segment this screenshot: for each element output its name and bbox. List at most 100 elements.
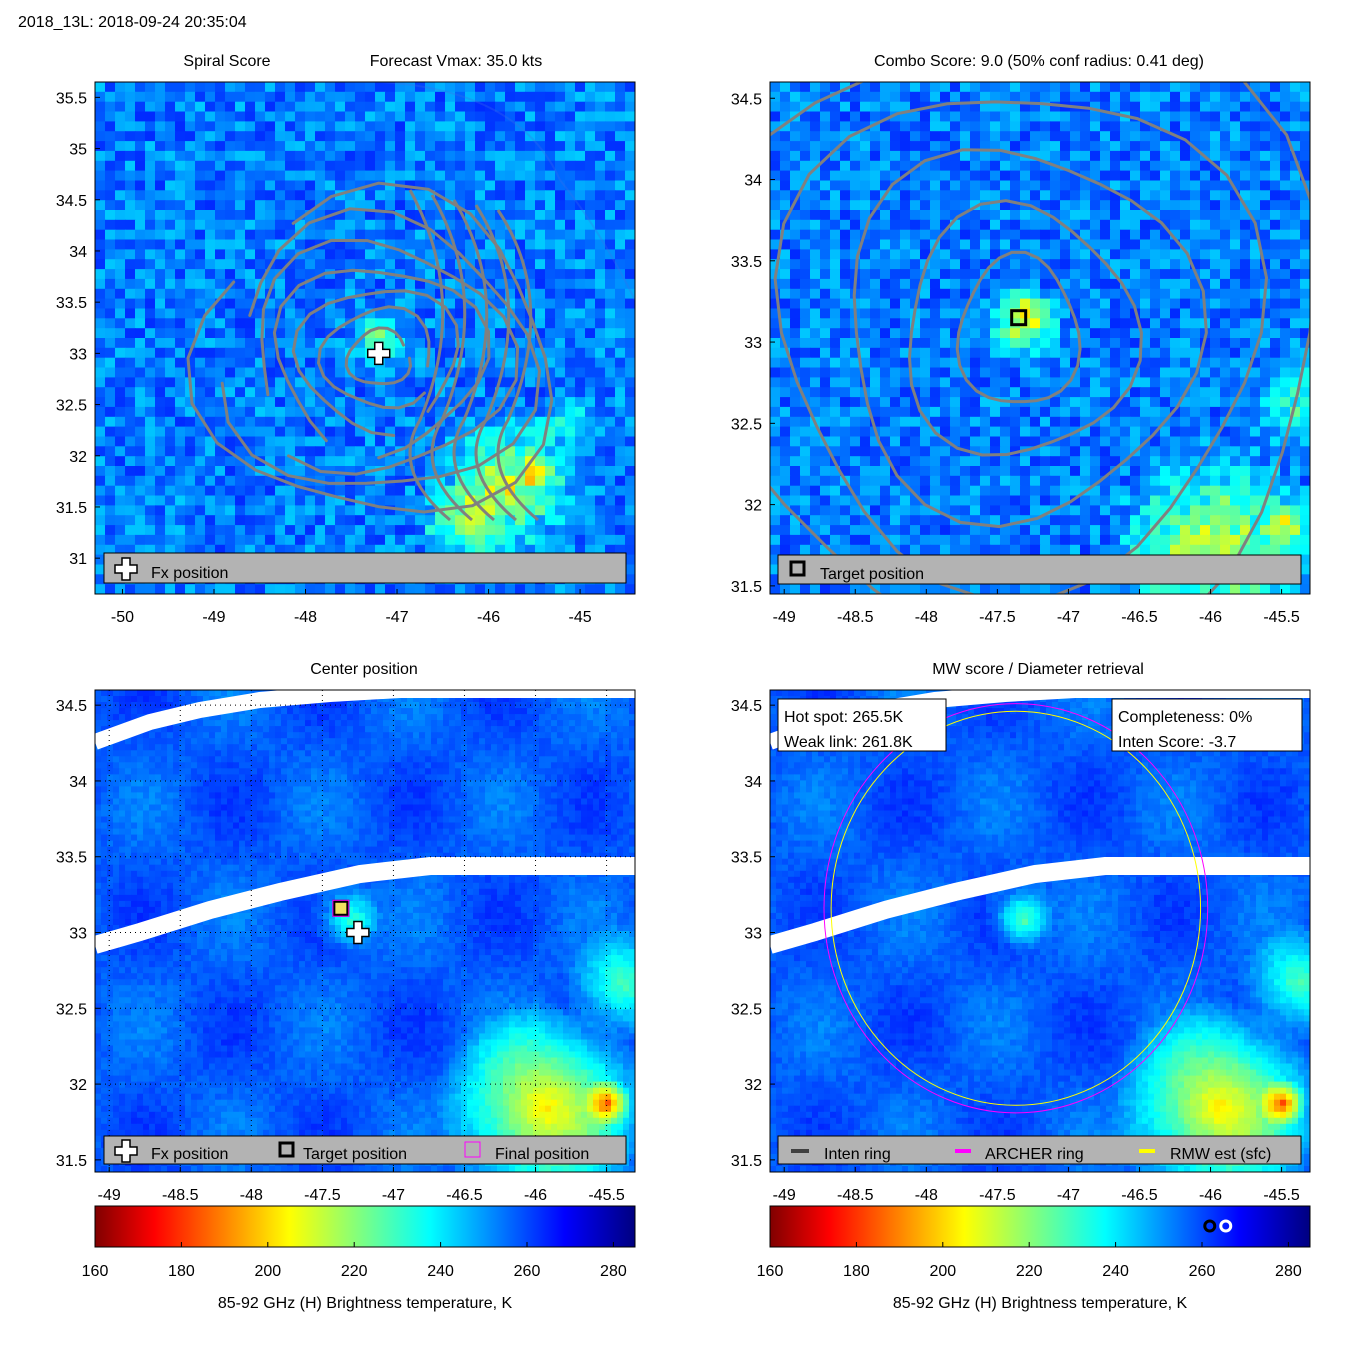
combo-cell <box>1030 446 1041 457</box>
spiral-cell <box>325 426 336 437</box>
combo-cell <box>980 91 991 103</box>
spiral-cell <box>595 338 606 349</box>
combo-cell <box>1160 308 1171 319</box>
spiral-cell <box>225 288 236 300</box>
combo-cell <box>1210 150 1221 162</box>
spiral-cell <box>185 416 196 428</box>
spiral-cell <box>395 219 406 231</box>
spiral-cell <box>385 150 396 162</box>
spiral-cell <box>175 121 186 132</box>
combo-cell <box>1000 229 1011 241</box>
spiral-cell <box>355 141 366 152</box>
spiral-cell <box>145 525 156 536</box>
spiral-cell <box>145 456 156 467</box>
combo-cell <box>1140 426 1151 437</box>
combo-cell <box>830 328 841 339</box>
spiral-cell <box>345 288 356 300</box>
combo-cell <box>1250 239 1261 250</box>
spiral-cell <box>245 406 256 418</box>
spiral-cell <box>255 308 266 319</box>
spiral-cell <box>115 338 126 349</box>
combo-cell <box>990 170 1001 181</box>
spiral-cell <box>335 141 346 152</box>
combo-cell <box>920 249 931 260</box>
combo-cell <box>1300 406 1310 418</box>
spiral-cell <box>435 318 446 329</box>
combo-cell <box>910 377 921 388</box>
spiral-cell <box>495 397 506 408</box>
spiral-ytick-label: 35.5 <box>56 90 87 107</box>
spiral-cell <box>625 338 635 349</box>
spiral-cell <box>295 515 306 526</box>
combo-cell <box>1240 446 1251 457</box>
combo-cell <box>860 190 871 201</box>
combo-cell <box>890 121 901 132</box>
combo-cell <box>860 101 871 113</box>
spiral-cell <box>585 446 596 457</box>
combo-cell <box>1200 160 1211 172</box>
spiral-cell <box>575 416 586 428</box>
combo-cell <box>920 200 931 211</box>
combo-cell <box>1230 180 1241 191</box>
combo-cell <box>1000 278 1011 290</box>
spiral-cell <box>615 269 626 280</box>
spiral-cell <box>385 111 396 122</box>
combo-cell <box>1140 101 1151 113</box>
combo-cell <box>1280 298 1291 309</box>
combo-cell <box>1150 210 1161 221</box>
combo-cell <box>1230 121 1241 132</box>
combo-cell <box>1090 269 1101 280</box>
spiral-cell <box>435 131 446 142</box>
spiral-cell <box>385 190 396 201</box>
spiral-cell <box>425 298 436 309</box>
spiral-cell <box>115 357 126 369</box>
spiral-cell <box>135 505 146 516</box>
spiral-cell <box>95 101 106 113</box>
combo-cell <box>1240 219 1251 231</box>
spiral-cell <box>265 456 276 467</box>
combo-cell <box>950 229 961 241</box>
spiral-cell <box>275 111 286 122</box>
combo-cell <box>950 387 961 398</box>
spiral-cell <box>275 505 286 516</box>
spiral-cell <box>255 544 266 556</box>
combo-cell <box>920 338 931 349</box>
combo-cell <box>930 416 941 428</box>
combo-cell <box>950 456 961 467</box>
combo-cell <box>1190 150 1201 162</box>
spiral-cell <box>155 259 166 270</box>
combo-cell <box>1070 308 1081 319</box>
spiral-cell <box>365 584 376 594</box>
spiral-cell <box>335 82 346 93</box>
spiral-cell <box>165 495 176 506</box>
spiral-cell <box>95 466 106 477</box>
combo-cell <box>1090 426 1101 437</box>
spiral-cell <box>505 229 516 241</box>
spiral-cell <box>395 338 406 349</box>
spiral-cell <box>345 298 356 309</box>
spiral-cell <box>295 150 306 162</box>
spiral-cell <box>605 318 616 329</box>
combo-cell <box>950 397 961 408</box>
combo-cell <box>930 249 941 260</box>
combo-cell <box>1300 338 1310 349</box>
combo-cell <box>950 131 961 142</box>
spiral-cell <box>485 111 496 122</box>
spiral-cell <box>365 82 376 93</box>
spiral-cell <box>365 534 376 546</box>
spiral-cell <box>605 259 616 270</box>
spiral-cell <box>175 298 186 309</box>
combo-cell <box>810 229 821 241</box>
spiral-cell <box>585 318 596 329</box>
combo-cell <box>1240 150 1251 162</box>
spiral-cell <box>515 338 526 349</box>
combo-cell <box>1000 338 1011 349</box>
spiral-cell <box>585 101 596 113</box>
spiral-cell <box>405 525 416 536</box>
spiral-cell <box>365 239 376 250</box>
spiral-cell <box>225 200 236 211</box>
combo-cell <box>1080 416 1091 428</box>
combo-cell <box>810 91 821 103</box>
spiral-cell <box>115 141 126 152</box>
spiral-cell <box>515 91 526 103</box>
